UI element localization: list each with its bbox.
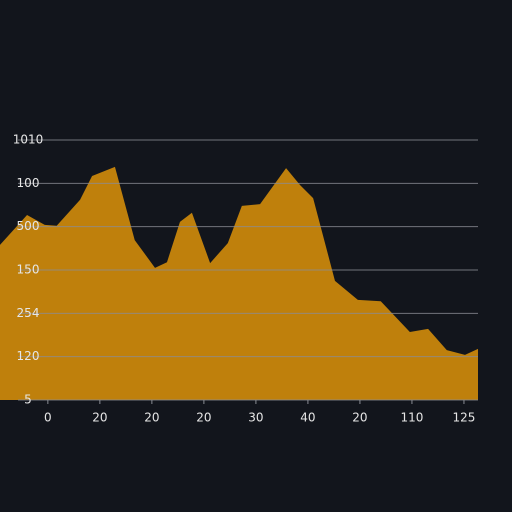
area (0, 166, 478, 400)
x-tick-label: 0 (44, 411, 52, 425)
y-tick-label: 150 (17, 263, 40, 277)
y-tick-label: 500 (17, 219, 40, 233)
x-tick-label: 110 (400, 411, 423, 425)
x-tick-label: 40 (300, 411, 315, 425)
y-tick-label: 100 (17, 176, 40, 190)
y-tick-label: 5 (24, 393, 32, 407)
y-tick-label: 120 (17, 349, 40, 363)
x-tick-label: 125 (453, 411, 476, 425)
x-tick-label: 30 (248, 411, 263, 425)
x-tick-label: 20 (352, 411, 367, 425)
x-tick-label: 20 (196, 411, 211, 425)
x-tick-label: 20 (144, 411, 159, 425)
y-tick-label: 1010 (13, 133, 44, 147)
y-tick-label: 254 (17, 306, 40, 320)
x-tick-label: 20 (92, 411, 107, 425)
